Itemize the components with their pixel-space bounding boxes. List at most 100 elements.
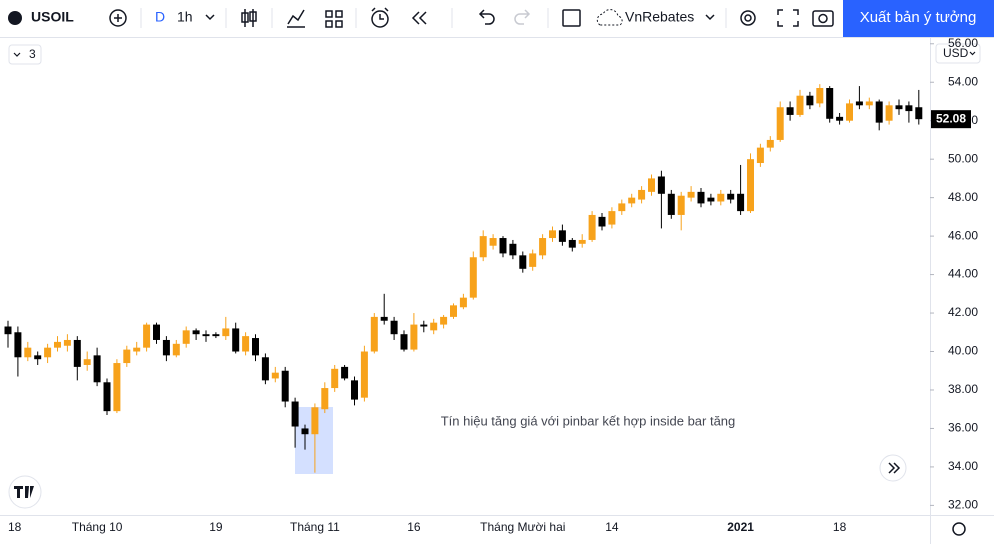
redo[interactable] [514, 9, 531, 25]
candle-body [390, 320, 398, 335]
price-label: 50.00 [948, 151, 978, 165]
time-label: Tháng 11 [290, 520, 340, 534]
candle-body [271, 372, 279, 379]
price-label: 38.00 [948, 382, 978, 396]
candle-body [568, 239, 576, 248]
candle-body [172, 343, 180, 356]
price-label: 54.00 [948, 74, 978, 88]
fullscreen[interactable] [777, 9, 799, 27]
replay[interactable] [411, 11, 427, 25]
candle-body [410, 324, 418, 350]
alert-icon [371, 7, 389, 20]
time-label: 16 [407, 520, 421, 534]
candle-body [905, 105, 913, 112]
candle-body [459, 297, 467, 308]
candle-body [420, 324, 428, 327]
candle-body [153, 324, 160, 340]
candle-body [638, 189, 646, 200]
currency-box[interactable] [935, 43, 981, 64]
candle-body [489, 238, 497, 246]
candle-body [766, 139, 774, 148]
chart-type[interactable] [241, 9, 257, 27]
candle-body [826, 88, 834, 119]
layout-name[interactable]: VnRebates [625, 9, 694, 25]
candle-body [786, 107, 794, 115]
candle-body [83, 359, 91, 365]
time-label: 14 [605, 520, 619, 534]
candle-body [895, 105, 903, 110]
layout-dropdown[interactable] [705, 14, 715, 21]
interval[interactable]: 1h [177, 9, 193, 25]
fullscreen-layout[interactable] [562, 9, 581, 27]
price-label: 56.00 [948, 36, 978, 50]
indicators[interactable] [287, 9, 305, 28]
templates[interactable] [325, 10, 343, 28]
candle-body [360, 351, 368, 398]
price-label: 36.00 [948, 421, 978, 435]
time-label: Tháng 10 [72, 520, 123, 534]
candle-body [351, 380, 358, 400]
time-label: 18 [833, 520, 847, 534]
candle-body [301, 428, 309, 435]
candle-body [509, 243, 517, 256]
undo[interactable] [478, 9, 495, 25]
candle-body [14, 332, 22, 358]
toggle-icon [13, 52, 21, 57]
symbol-icon [8, 11, 22, 25]
candle-body [24, 347, 32, 358]
candle-body [727, 193, 735, 200]
candle-body [73, 339, 81, 367]
price-label: 48.00 [948, 190, 978, 204]
interval-prefix[interactable]: D [155, 9, 165, 25]
candle-body [598, 216, 606, 227]
candle-body [469, 257, 477, 298]
candle-body [558, 230, 566, 242]
candle-body [143, 324, 151, 348]
snapshot[interactable] [812, 10, 834, 27]
candle-body [281, 370, 289, 402]
candle-body [242, 336, 250, 352]
axis-settings[interactable] [952, 522, 966, 536]
snapshot-icon [818, 13, 828, 24]
candles [4, 84, 923, 473]
candle-body [331, 368, 339, 389]
candle-body [796, 95, 804, 115]
candle-body [608, 211, 616, 225]
alert[interactable] [371, 10, 389, 28]
candle-body [756, 147, 764, 164]
candle-body [677, 195, 685, 215]
candle-body [232, 328, 240, 352]
candle-body [113, 363, 121, 412]
candle-body [529, 253, 537, 267]
candle-body [618, 203, 626, 212]
candle-body [697, 191, 705, 204]
interval-dropdown[interactable] [205, 14, 215, 21]
scroll-icon [888, 462, 901, 474]
candle-body [341, 366, 349, 379]
add-icon [114, 14, 122, 22]
time-label: 18 [8, 520, 22, 534]
candle-body [103, 382, 111, 412]
symbol[interactable]: USOIL [31, 9, 74, 25]
last-price-label: 52.08 [936, 111, 966, 125]
candle-body [440, 316, 448, 325]
candle-body [885, 105, 893, 121]
price-label: 34.00 [948, 459, 978, 473]
time-label: 2021 [727, 520, 754, 534]
settings[interactable] [740, 10, 756, 26]
candle-body [578, 239, 586, 244]
indicators-count: 3 [29, 47, 36, 61]
candle-body [430, 322, 438, 331]
candle-body [192, 330, 200, 335]
price-label: 44.00 [948, 267, 978, 281]
candle-body [291, 401, 299, 427]
candle-body [162, 339, 170, 356]
indicators-toggle[interactable] [8, 44, 42, 65]
publish-button[interactable] [843, 0, 994, 37]
candle-body [133, 347, 141, 352]
candle-body [202, 334, 210, 337]
candle-body [400, 334, 408, 350]
tv-logo [14, 486, 34, 498]
add-symbol[interactable] [109, 9, 127, 27]
